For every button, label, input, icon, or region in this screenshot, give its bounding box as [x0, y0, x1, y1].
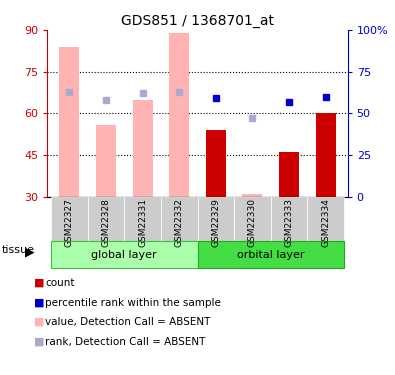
Bar	[51, 197, 88, 241]
Bar	[88, 197, 124, 241]
Text: ■: ■	[34, 278, 44, 288]
Text: orbital layer: orbital layer	[237, 250, 305, 259]
Bar	[169, 33, 189, 197]
Text: tissue: tissue	[2, 245, 35, 255]
Bar	[198, 241, 344, 268]
Bar	[307, 197, 344, 241]
Text: GSM22331: GSM22331	[138, 198, 147, 247]
Bar	[243, 194, 263, 197]
Text: GSM22328: GSM22328	[102, 198, 111, 247]
Text: GSM22333: GSM22333	[284, 198, 293, 247]
Bar	[96, 124, 116, 197]
Bar	[316, 113, 336, 197]
Text: ■: ■	[34, 337, 44, 346]
Text: GSM22327: GSM22327	[65, 198, 74, 247]
Text: ■: ■	[34, 317, 44, 327]
Bar	[271, 197, 307, 241]
Text: count: count	[45, 278, 75, 288]
Bar	[279, 152, 299, 197]
Text: global layer: global layer	[92, 250, 157, 259]
Bar	[51, 241, 198, 268]
Text: percentile rank within the sample: percentile rank within the sample	[45, 298, 221, 307]
Text: value, Detection Call = ABSENT: value, Detection Call = ABSENT	[45, 317, 211, 327]
Text: GSM22330: GSM22330	[248, 198, 257, 247]
Bar	[198, 197, 234, 241]
Text: rank, Detection Call = ABSENT: rank, Detection Call = ABSENT	[45, 337, 206, 346]
Text: GSM22329: GSM22329	[211, 198, 220, 247]
Bar	[59, 47, 79, 197]
Text: GSM22332: GSM22332	[175, 198, 184, 247]
Bar	[234, 197, 271, 241]
Bar	[124, 197, 161, 241]
Text: GSM22334: GSM22334	[321, 198, 330, 247]
Text: ■: ■	[34, 298, 44, 307]
Bar	[206, 130, 226, 197]
Text: ▶: ▶	[24, 246, 34, 259]
Bar	[132, 99, 152, 197]
Title: GDS851 / 1368701_at: GDS851 / 1368701_at	[121, 13, 274, 28]
Bar	[161, 197, 198, 241]
